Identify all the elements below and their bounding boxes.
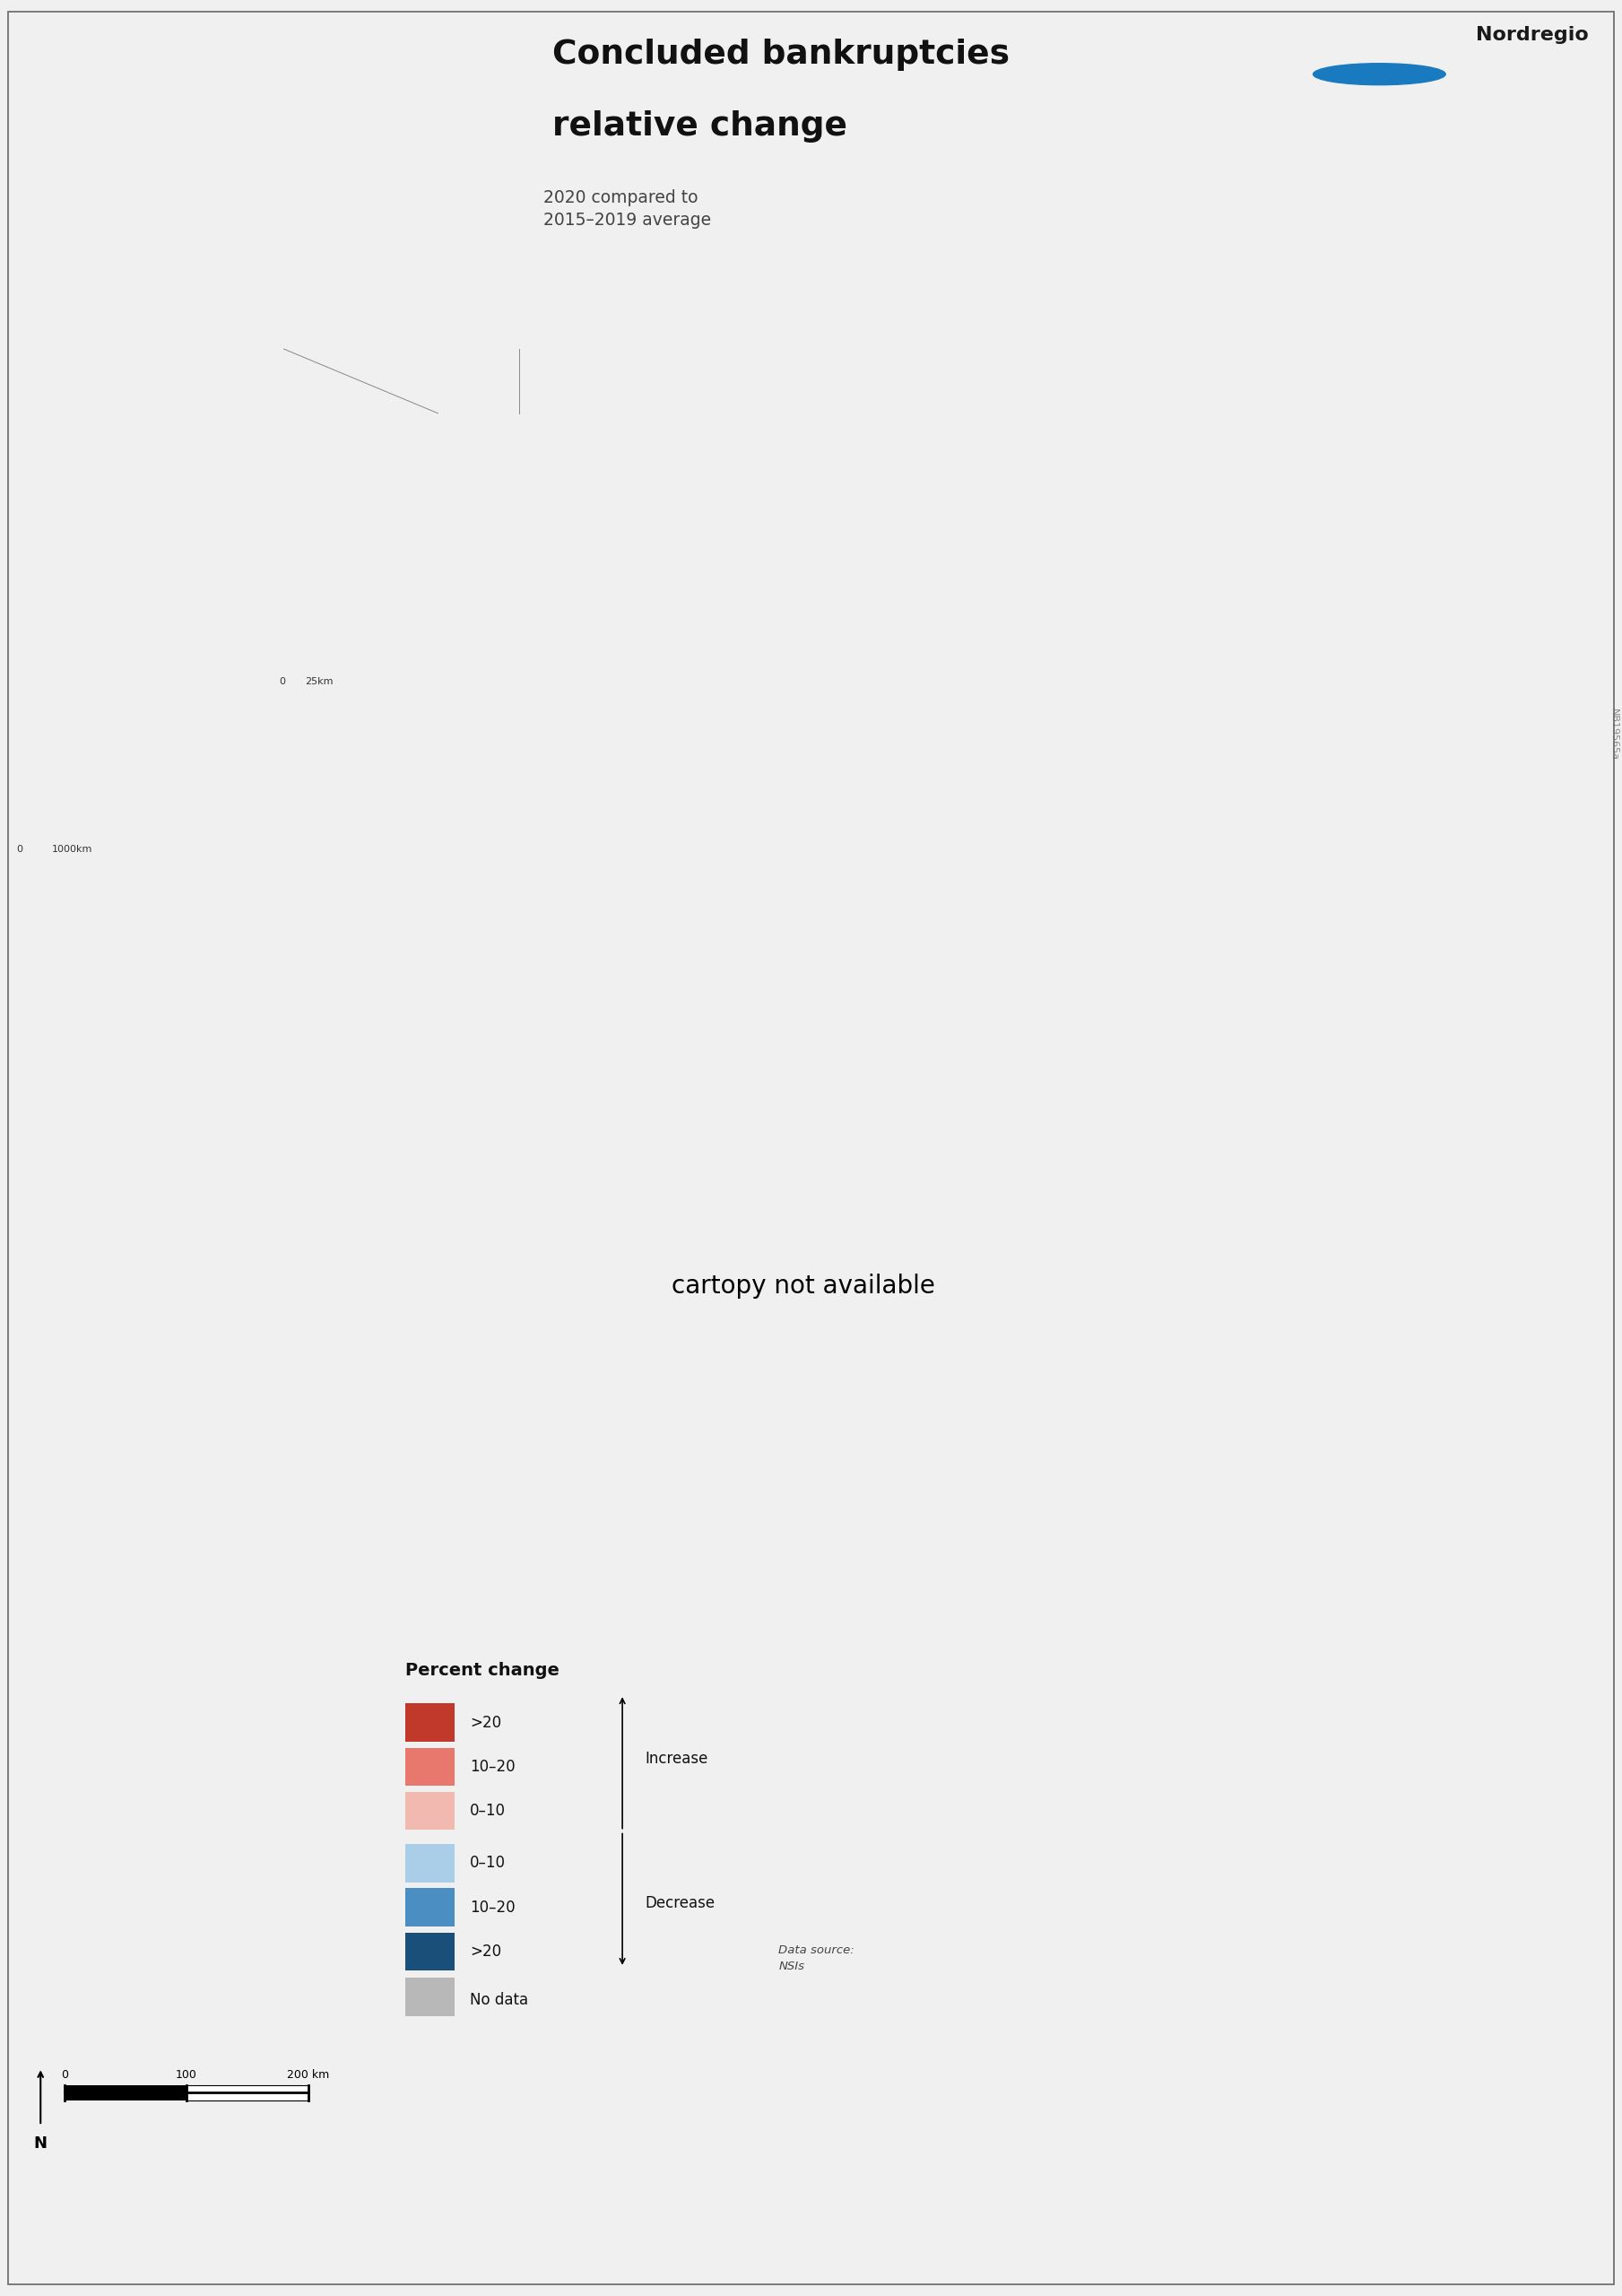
Text: Increase: Increase [646,1750,709,1768]
Bar [187,2085,308,2101]
Text: NB19565a: NB19565a [1609,709,1619,760]
Text: 2020 compared to
2015–2019 average: 2020 compared to 2015–2019 average [543,188,710,230]
Text: 0: 0 [279,677,285,687]
Text: Percent change: Percent change [406,1662,560,1678]
Text: No data: No data [470,1991,529,2009]
Text: 1000km: 1000km [52,845,92,854]
Text: 10–20: 10–20 [470,1899,516,1915]
Text: Concluded bankruptcies: Concluded bankruptcies [551,39,1009,71]
Bar [65,2085,187,2101]
Bar [406,1704,454,1743]
Text: 10–20: 10–20 [470,1759,516,1775]
Text: cartopy not available: cartopy not available [672,1274,934,1297]
Text: 0–10: 0–10 [470,1855,506,1871]
Text: N: N [34,2135,47,2151]
Text: >20: >20 [470,1715,501,1731]
Bar [406,1977,454,2016]
Bar [406,1933,454,1970]
Text: 100: 100 [175,2069,198,2080]
Text: Data source:
NSIs: Data source: NSIs [779,1945,855,1972]
Circle shape [1314,64,1445,85]
Text: 0: 0 [62,2069,68,2080]
Text: >20: >20 [470,1942,501,1961]
Bar [406,1887,454,1926]
Text: Nordregio: Nordregio [1476,25,1590,44]
Bar [406,1791,454,1830]
Text: 0–10: 0–10 [470,1802,506,1818]
Bar [406,1747,454,1786]
Text: Decrease: Decrease [646,1894,715,1913]
Text: 0: 0 [16,845,23,854]
Bar [406,1844,454,1883]
Text: relative change: relative change [551,110,847,142]
Text: 25km: 25km [305,677,333,687]
Text: 200 km: 200 km [287,2069,329,2080]
